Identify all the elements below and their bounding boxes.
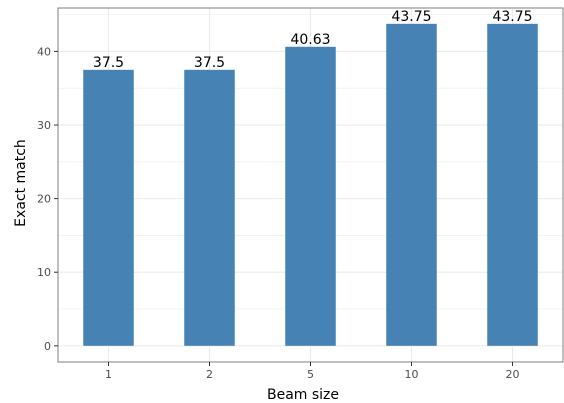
bar-value-label: 43.75 bbox=[391, 9, 431, 25]
y-tick-label: 30 bbox=[37, 119, 51, 132]
y-tick-label: 20 bbox=[37, 193, 51, 206]
x-tick-label: 20 bbox=[506, 368, 520, 381]
x-tick-label: 1 bbox=[105, 368, 112, 381]
bar-2 bbox=[184, 69, 235, 346]
bar-value-label: 37.5 bbox=[194, 55, 225, 71]
x-tick-label: 5 bbox=[307, 368, 314, 381]
y-tick-label: 10 bbox=[37, 266, 51, 279]
y-axis-title: Exact match bbox=[13, 139, 29, 227]
x-axis: 1 2 5 10 20 bbox=[105, 362, 520, 381]
bar-value-label: 43.75 bbox=[492, 9, 532, 25]
bar-20 bbox=[487, 23, 538, 346]
bar-value-labels: 37.5 37.5 40.63 43.75 43.75 bbox=[93, 9, 533, 71]
bars-group bbox=[83, 23, 538, 346]
y-axis: 0 10 20 30 40 bbox=[37, 45, 58, 353]
bar-value-label: 37.5 bbox=[93, 55, 124, 71]
bar-10 bbox=[386, 23, 437, 346]
y-tick-label: 40 bbox=[37, 45, 51, 58]
bar-5 bbox=[285, 46, 336, 346]
bar-1 bbox=[83, 69, 134, 346]
x-axis-title: Beam size bbox=[267, 387, 339, 403]
bar-value-label: 40.63 bbox=[290, 32, 330, 48]
y-tick-label: 0 bbox=[44, 340, 51, 353]
x-tick-label: 10 bbox=[405, 368, 419, 381]
x-tick-label: 2 bbox=[206, 368, 213, 381]
